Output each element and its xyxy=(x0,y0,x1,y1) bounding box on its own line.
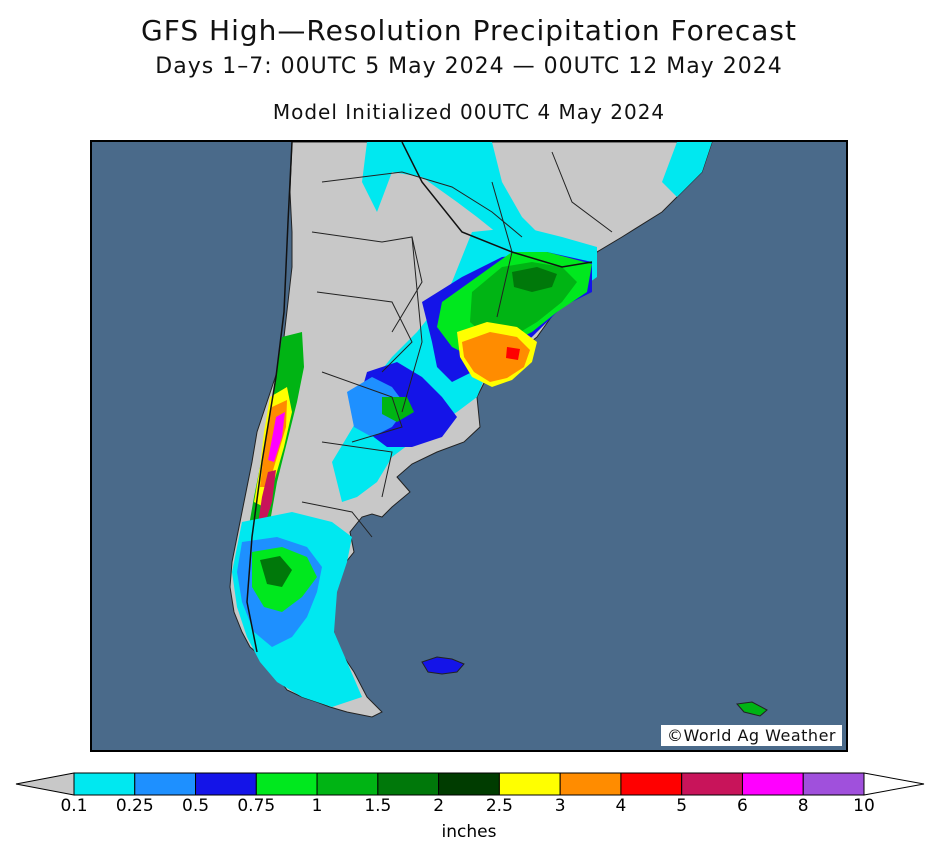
precip-pampas-green xyxy=(382,397,414,422)
colorbar-tick-label: 4 xyxy=(615,796,627,816)
precip-northeast-light xyxy=(662,142,712,197)
colorbar-units: inches xyxy=(441,822,497,842)
precip-pampas-mid xyxy=(347,377,407,437)
colorbar-above-max-triangle xyxy=(863,772,925,796)
colorbar-bin xyxy=(255,772,318,796)
forecast-period: Days 1–7: 00UTC 5 May 2024 — 00UTC 12 Ma… xyxy=(155,54,783,79)
precipitation-map: ©World Ag Weather xyxy=(90,140,848,752)
precip-patagonia-darkgreen xyxy=(260,556,292,587)
precip-chile-red xyxy=(258,470,276,527)
colorbar-bin xyxy=(73,772,136,796)
colorbar-tick-label: 0.5 xyxy=(182,796,210,816)
colorbar-tick-label: 1.5 xyxy=(364,796,392,816)
colorbar-bin xyxy=(681,772,743,796)
land-south-georgia xyxy=(736,701,768,717)
precip-buenos-aires-orange xyxy=(462,332,530,382)
colorbar-tick-label: 3 xyxy=(554,796,566,816)
colorbar-tick-label: 10 xyxy=(853,796,875,816)
colorbar-tick-label: 6 xyxy=(737,796,748,816)
map-title: GFS High—Resolution Precipitation Foreca… xyxy=(141,14,797,47)
colorbar-bin xyxy=(559,772,622,796)
colorbar-bin xyxy=(377,772,440,796)
map-canvas xyxy=(92,142,846,750)
colorbar-bin xyxy=(195,772,257,796)
colorbar-tick-label: 5 xyxy=(676,796,688,816)
colorbar-tick-label: 8 xyxy=(797,796,809,816)
colorbar-tick-labels: 0.1 0.25 0.5 0.75 1 1.5 2 2.5 3 4 5 6 8 10 xyxy=(0,796,938,820)
colorbar-tick-label: 2 xyxy=(433,796,445,816)
precip-buenos-aires-red xyxy=(506,347,520,360)
credit-label: ©World Ag Weather xyxy=(661,725,842,746)
country-borders xyxy=(246,142,593,653)
colorbar-bin xyxy=(316,772,379,796)
colorbar-tick-label: 0.1 xyxy=(60,796,88,816)
colorbar-bin xyxy=(741,772,804,796)
colorbar-bin xyxy=(134,772,197,796)
colorbar-bin xyxy=(802,772,865,796)
colorbar-tick-label: 0.75 xyxy=(237,796,276,816)
precip-chile-magenta xyxy=(268,412,285,462)
colorbar xyxy=(15,772,925,796)
land-falklands xyxy=(421,656,465,675)
model-init-label: Model Initialized 00UTC 4 May 2024 xyxy=(272,100,666,124)
colorbar-tick-label: 2.5 xyxy=(485,796,513,816)
colorbar-bin xyxy=(498,772,561,796)
colorbar-tick-label: 0.25 xyxy=(115,796,154,816)
colorbar-bin xyxy=(620,772,683,796)
colorbar-bin xyxy=(438,772,500,796)
colorbar-tick-label: 1 xyxy=(311,796,323,816)
precip-uruguay-darkgreen xyxy=(512,267,557,292)
colorbar-below-min-triangle xyxy=(15,772,75,796)
